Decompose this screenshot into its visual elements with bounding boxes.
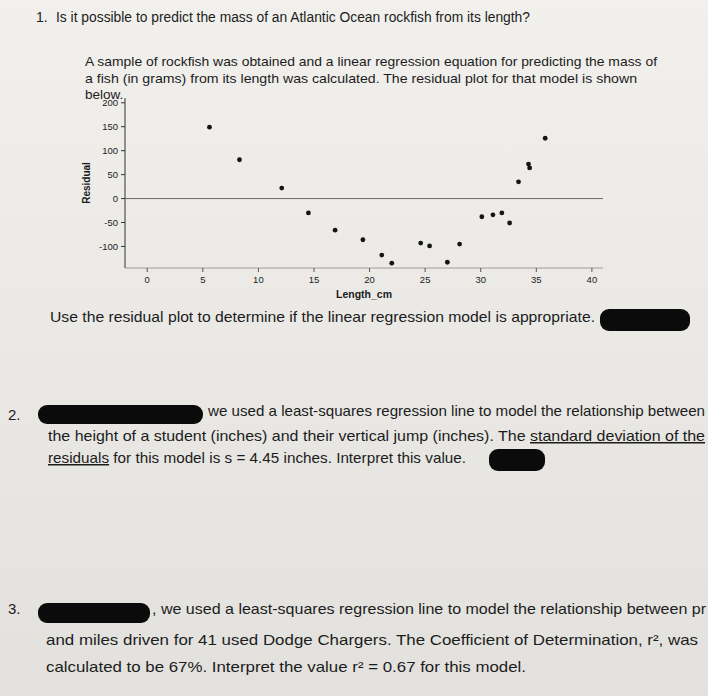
question-prompt: Is it possible to predict the mass of an… bbox=[56, 9, 530, 25]
text-segment: for this model is s = 4.45 inches. Inter… bbox=[109, 449, 466, 466]
x-tick bbox=[313, 268, 314, 272]
y-tick-label: 0 bbox=[113, 193, 118, 204]
text-segment: , we used a least-squares regression lin… bbox=[152, 600, 706, 617]
x-axis-label: Length_cm bbox=[336, 288, 392, 300]
point bbox=[527, 166, 532, 171]
text-line: , we used a least-squares regression lin… bbox=[152, 600, 706, 617]
question-number: 1. bbox=[36, 9, 48, 25]
point bbox=[491, 212, 496, 217]
x-tick bbox=[369, 268, 370, 272]
x-tick-label: 5 bbox=[200, 274, 205, 285]
plot-area bbox=[125, 125, 603, 266]
x-tick-label: 15 bbox=[309, 274, 320, 285]
point bbox=[237, 157, 242, 162]
text-line: calculated to be 67%. Interpret the valu… bbox=[46, 658, 526, 675]
page: 1. Is it possible to predict the mass of … bbox=[0, 0, 708, 696]
x-tick bbox=[202, 268, 203, 272]
question-number: 2. bbox=[8, 406, 21, 423]
y-tick-label: 50 bbox=[107, 169, 118, 180]
y-tick bbox=[121, 102, 125, 103]
point bbox=[543, 136, 548, 141]
x-tick-label: 20 bbox=[364, 274, 375, 285]
text-line: and miles driven for 41 used Dodge Charg… bbox=[46, 631, 698, 648]
y-tick-label: 100 bbox=[102, 145, 118, 156]
y-tick bbox=[121, 246, 125, 247]
text-line: the height of a student (inches) and the… bbox=[48, 427, 705, 444]
x-tick-label: 10 bbox=[253, 274, 264, 285]
point bbox=[427, 244, 432, 249]
text-segment: we used a least-squares regression line … bbox=[207, 402, 705, 419]
point bbox=[379, 253, 384, 258]
paragraph-line: a fish (in grams) from its length was ca… bbox=[85, 71, 637, 86]
text-line: we used a least-squares regression line … bbox=[207, 402, 705, 419]
point bbox=[445, 260, 450, 265]
point bbox=[306, 211, 311, 216]
y-tick-label: -100 bbox=[99, 241, 118, 252]
point bbox=[360, 237, 365, 242]
y-tick bbox=[121, 126, 125, 127]
zero-line bbox=[125, 198, 603, 199]
text-segment: calculated to be 67%. Interpret the valu… bbox=[46, 658, 526, 675]
point bbox=[333, 228, 338, 233]
point bbox=[279, 186, 284, 191]
x-tick bbox=[258, 268, 259, 272]
text-line: residuals for this model is s = 4.45 inc… bbox=[48, 449, 466, 466]
paper bbox=[0, 0, 708, 696]
y-tick bbox=[121, 222, 125, 223]
x-tick bbox=[425, 268, 426, 272]
text-segment: and miles driven for 41 used Dodge Charg… bbox=[46, 631, 698, 648]
x-tick-label: 35 bbox=[531, 274, 542, 285]
redaction bbox=[489, 449, 545, 471]
x-tick-label: 25 bbox=[420, 274, 431, 285]
x-axis bbox=[125, 268, 603, 269]
redaction bbox=[38, 603, 150, 623]
redaction bbox=[600, 309, 690, 331]
y-axis bbox=[125, 98, 126, 268]
y-tick-label: 200 bbox=[102, 97, 118, 108]
point bbox=[516, 179, 521, 184]
instruction: Use the residual plot to determine if th… bbox=[50, 309, 595, 325]
x-tick-label: 30 bbox=[475, 274, 486, 285]
text-segment: the height of a student (inches) and the… bbox=[48, 427, 530, 444]
y-tick bbox=[121, 174, 125, 175]
redaction bbox=[38, 405, 203, 424]
point bbox=[418, 241, 423, 246]
y-tick bbox=[121, 198, 125, 199]
x-tick bbox=[480, 268, 481, 272]
y-tick bbox=[121, 150, 125, 151]
point bbox=[507, 221, 512, 226]
x-tick-label: 40 bbox=[587, 274, 598, 285]
x-tick bbox=[536, 268, 537, 272]
point bbox=[457, 242, 462, 247]
x-tick bbox=[591, 268, 592, 272]
point bbox=[479, 214, 484, 219]
x-tick-label: 0 bbox=[145, 274, 150, 285]
point bbox=[499, 211, 504, 216]
point bbox=[207, 125, 212, 130]
y-axis-label: Residual bbox=[81, 162, 92, 204]
paragraph-line: A sample of rockfish was obtained and a … bbox=[85, 54, 657, 69]
y-tick-label: -50 bbox=[104, 217, 118, 228]
point bbox=[389, 261, 394, 266]
y-tick-label: 150 bbox=[102, 121, 118, 132]
question-number: 3. bbox=[8, 600, 21, 617]
text-segment: standard deviation of the bbox=[530, 427, 705, 444]
x-tick bbox=[147, 268, 148, 272]
residual-plot: -100 -50 0 50 100 150 200 0 5 10 15 20 25 30 35 40 Lengt… bbox=[81, 97, 603, 300]
text-segment: residuals bbox=[48, 449, 109, 466]
